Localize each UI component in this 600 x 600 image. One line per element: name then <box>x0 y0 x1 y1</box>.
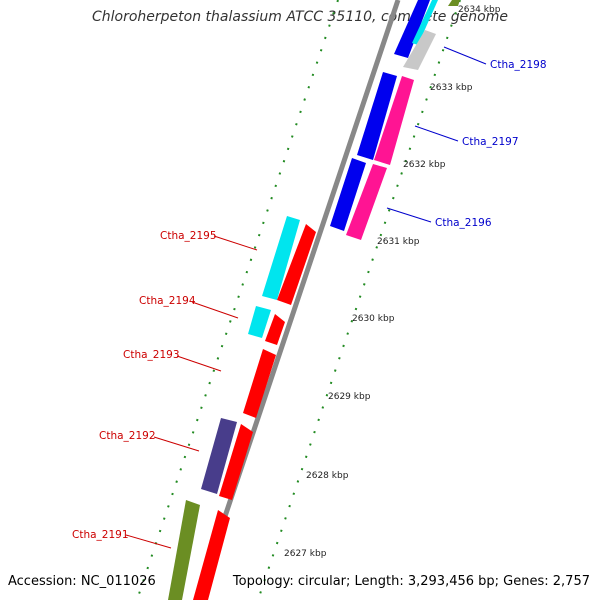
gene-blue-2197[interactable] <box>357 72 397 160</box>
gene-red-2193[interactable] <box>243 349 276 418</box>
map-title: Chloroherpeton thalassium ATCC 35110, co… <box>92 9 508 25</box>
gene-olive-2191[interactable] <box>168 500 200 600</box>
gene-red-2194[interactable] <box>265 314 285 345</box>
gene-blue-2196[interactable] <box>330 158 366 231</box>
gene-label-ctha-2192[interactable]: Ctha_2192 <box>99 430 156 442</box>
gene-red-2191[interactable] <box>193 510 230 600</box>
outer-dotted-ring <box>136 0 339 600</box>
gene-gray-2198[interactable] <box>403 30 436 70</box>
tick-2633: 2633 kbp <box>430 83 473 93</box>
leader-2195 <box>213 235 258 251</box>
gene-label-ctha-2191[interactable]: Ctha_2191 <box>72 529 129 541</box>
leader-2198 <box>443 46 487 65</box>
gene-label-ctha-2195[interactable]: Ctha_2195 <box>160 230 217 242</box>
gene-red-2195[interactable] <box>277 224 316 305</box>
gene-label-ctha-2194[interactable]: Ctha_2194 <box>139 295 196 307</box>
genome-backbone <box>194 0 401 600</box>
gene-cyan-top[interactable] <box>412 0 438 45</box>
gene-cyan-2195[interactable] <box>262 216 300 300</box>
tick-2627: 2627 kbp <box>284 549 327 559</box>
gene-magenta-2197[interactable] <box>374 76 414 165</box>
leader-2194 <box>191 301 239 319</box>
leader-2191 <box>125 534 172 549</box>
gene-red-2192[interactable] <box>219 424 253 500</box>
tick-2631: 2631 kbp <box>377 237 420 247</box>
gene-label-ctha-2193[interactable]: Ctha_2193 <box>123 349 180 361</box>
leader-2193 <box>176 355 222 372</box>
gene-label-ctha-2196[interactable]: Ctha_2196 <box>435 217 492 229</box>
gene-magenta-2196[interactable] <box>346 164 387 240</box>
tick-2629: 2629 kbp <box>328 392 371 402</box>
gene-green-top[interactable] <box>448 0 460 6</box>
gene-blue-top[interactable] <box>394 0 430 58</box>
tick-2632: 2632 kbp <box>403 160 446 170</box>
tick-2630: 2630 kbp <box>352 314 395 324</box>
gene-cyan-2194[interactable] <box>248 306 271 338</box>
gene-label-ctha-2198[interactable]: Ctha_2198 <box>490 59 547 71</box>
tick-2634: 2634 kbp <box>458 5 501 15</box>
tick-2628: 2628 kbp <box>306 471 349 481</box>
inner-dotted-ring <box>257 0 461 600</box>
gene-label-ctha-2197[interactable]: Ctha_2197 <box>462 136 519 148</box>
genome-summary-text: Topology: circular; Length: 3,293,456 bp… <box>232 574 590 589</box>
leader-2196 <box>386 207 432 223</box>
gene-purple-2192[interactable] <box>201 418 237 494</box>
accession-text: Accession: NC_011026 <box>8 574 156 589</box>
leader-2197 <box>414 125 459 142</box>
leader-2192 <box>153 436 200 452</box>
